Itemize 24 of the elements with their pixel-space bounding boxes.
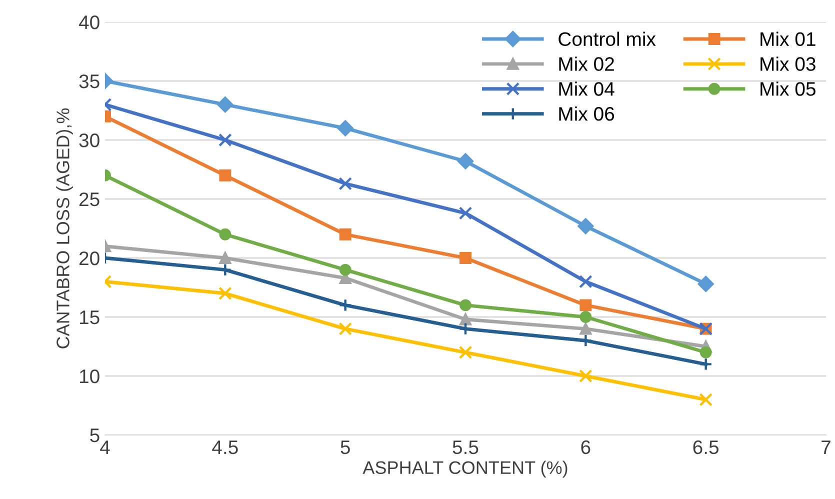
legend-label: Mix 03: [760, 56, 816, 71]
legend-label: Mix 06: [559, 106, 614, 121]
x-tick-label: 6.5: [693, 440, 719, 454]
y-tick-label: 20: [79, 251, 100, 266]
x-axis-title: ASPHALT CONTENT (%): [362, 460, 568, 478]
y-tick-label: 10: [80, 369, 100, 384]
y-tick-label: 40: [78, 15, 100, 30]
legend-label: Mix 04: [559, 82, 614, 96]
x-tick-label: 6: [581, 440, 590, 454]
y-tick-label: 35: [79, 74, 100, 88]
legend-label: Control mix: [558, 32, 656, 46]
y-axis-title: CANTABRO LOSS (AGED),%: [56, 108, 73, 348]
x-tick-label: 4.5: [212, 440, 238, 454]
y-tick-label: 15: [80, 310, 100, 324]
legend-label: Mix 02: [559, 56, 614, 71]
legend-label: Mix 01: [760, 32, 816, 46]
y-tick-label: 5: [90, 428, 100, 442]
y-tick-label: 30: [79, 133, 100, 148]
x-tick-label: 7: [822, 440, 830, 454]
legend-label: Mix 05: [760, 82, 816, 96]
x-tick-label: 5.5: [452, 440, 478, 454]
x-tick-label: 5: [340, 440, 350, 454]
y-tick-label: 25: [79, 192, 100, 206]
x-tick-label: 4: [100, 440, 110, 454]
